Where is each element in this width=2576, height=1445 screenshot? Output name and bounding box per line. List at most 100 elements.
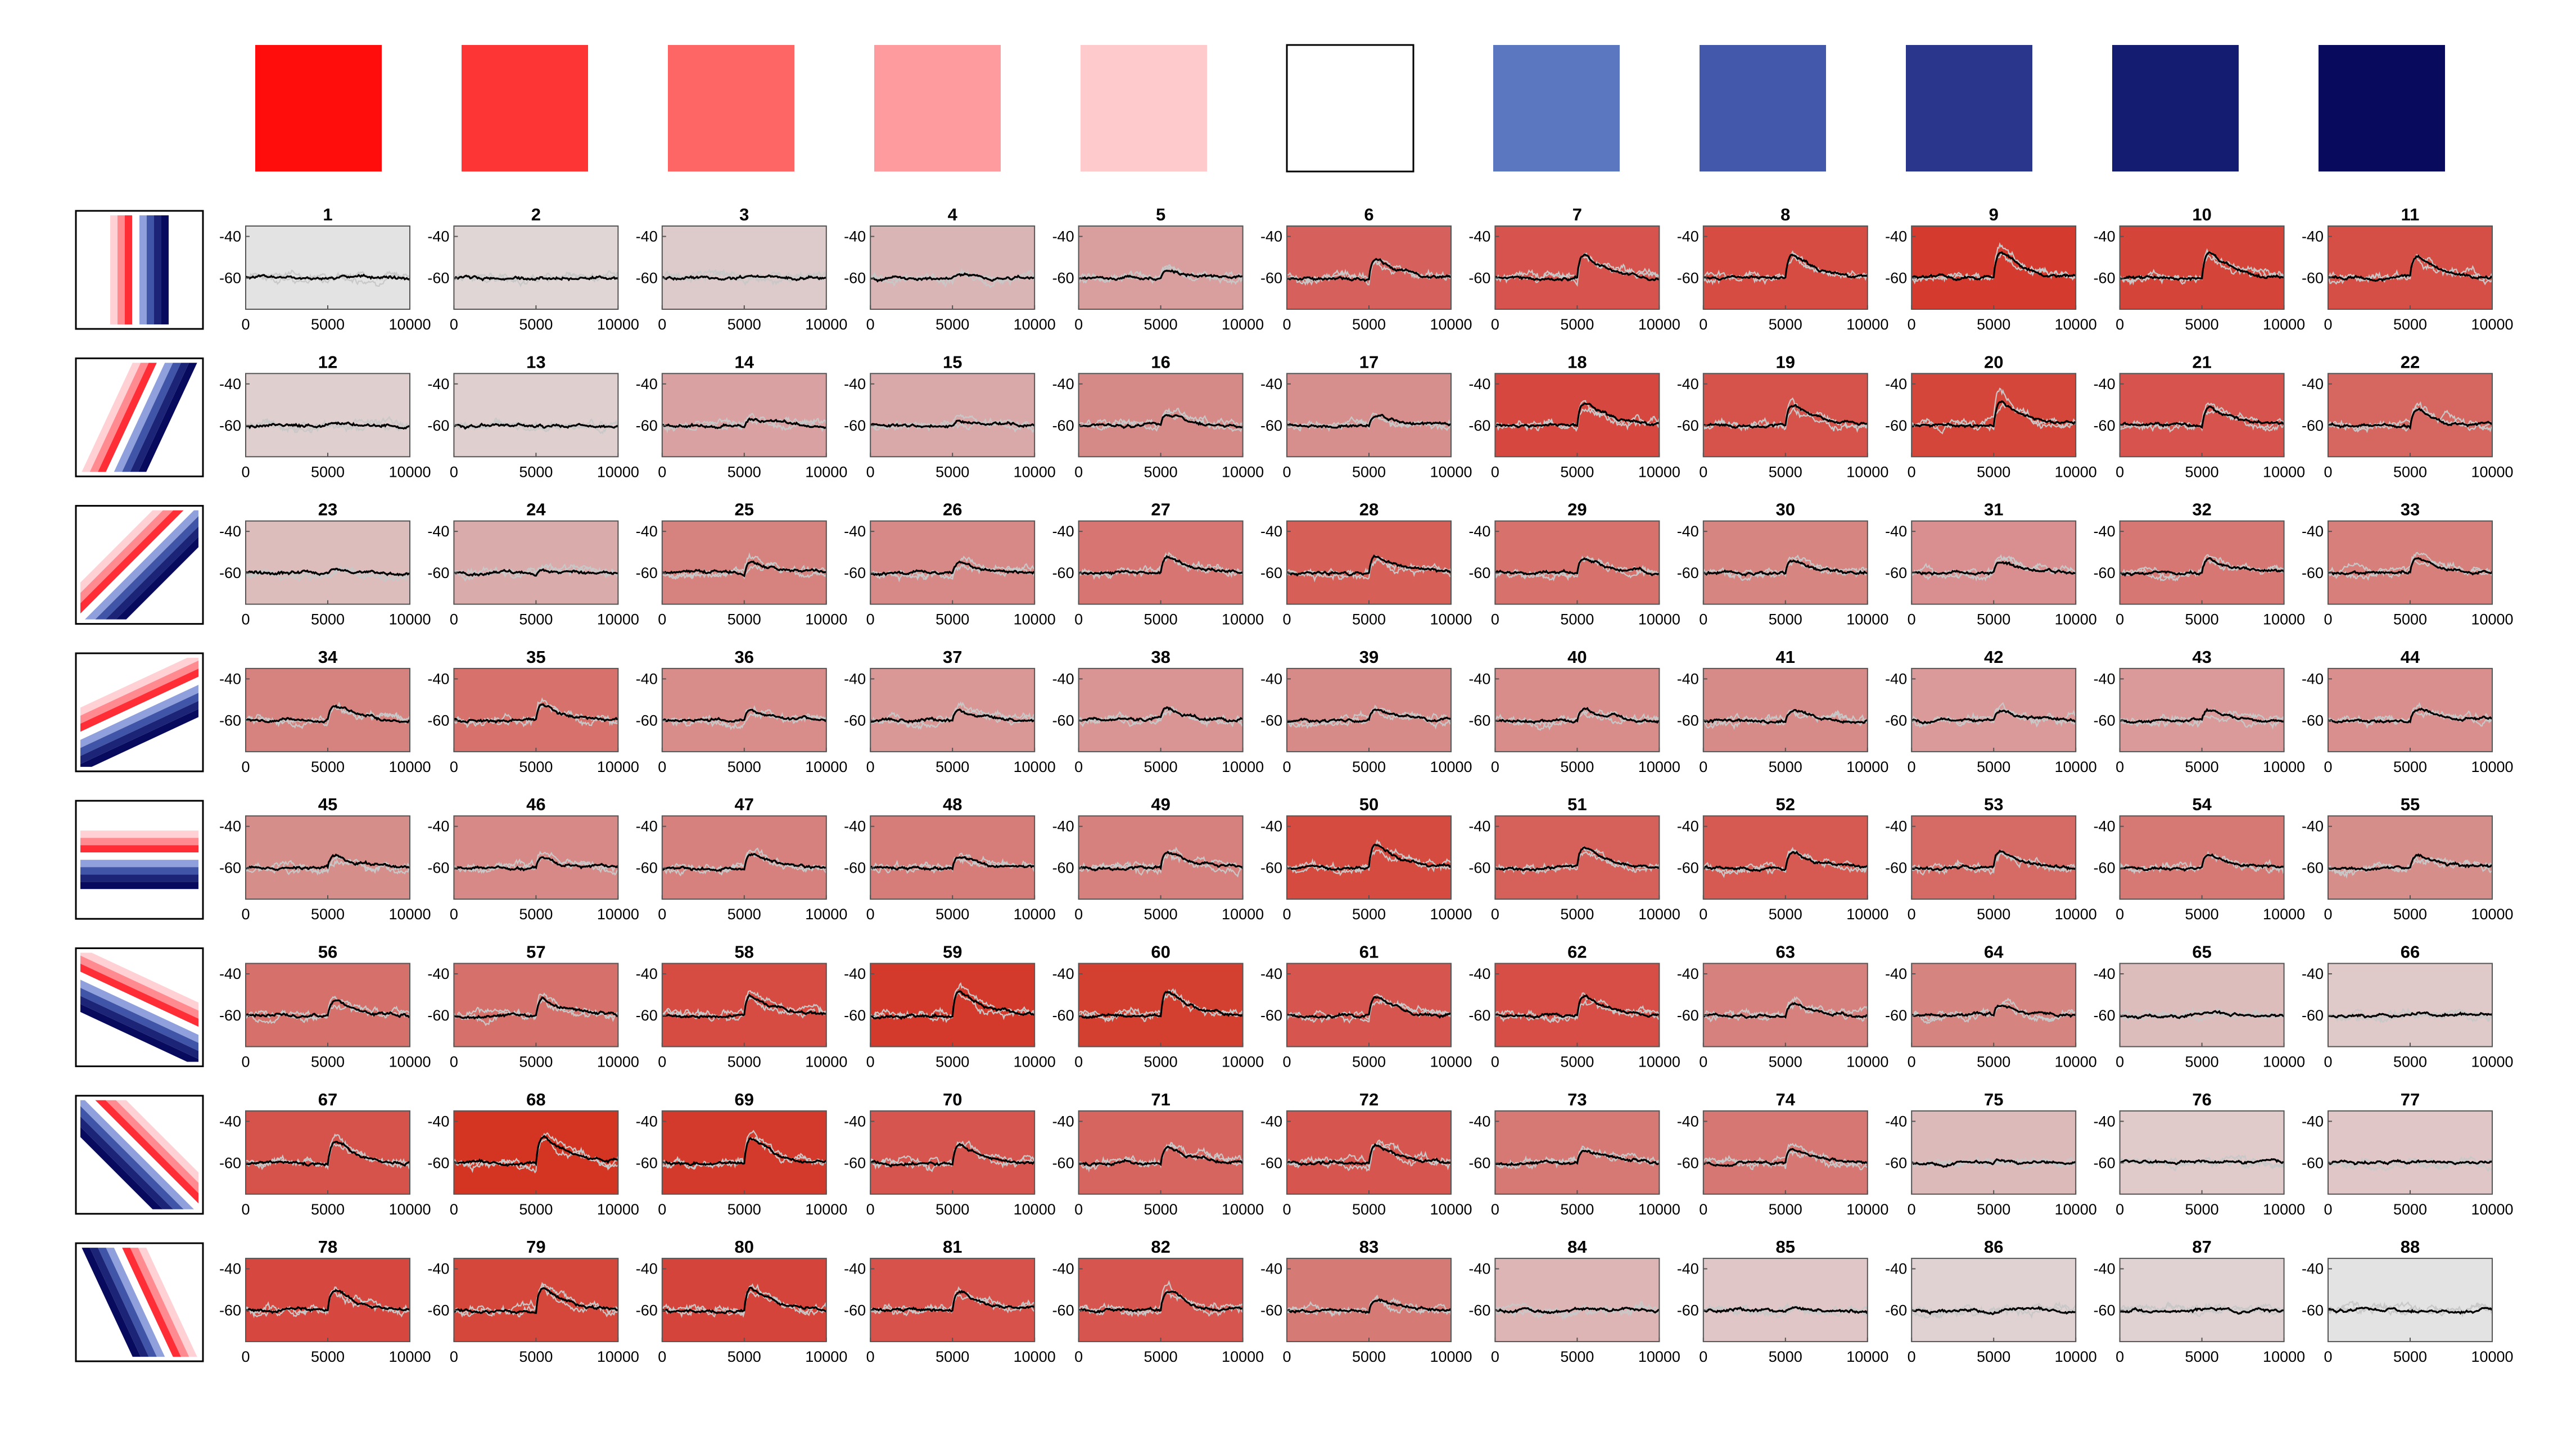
panel-background xyxy=(662,521,826,604)
x-tick-label: 10000 xyxy=(597,758,639,775)
y-tick-label: -60 xyxy=(1677,860,1699,877)
y-tick-label: -40 xyxy=(636,376,658,392)
x-tick-label: 5000 xyxy=(519,1348,553,1365)
x-tick-label: 0 xyxy=(1699,758,1707,775)
y-tick-label: -60 xyxy=(2094,270,2116,287)
y-tick-label: -60 xyxy=(2302,565,2324,581)
trial-trace xyxy=(246,565,410,582)
x-tick-label: 0 xyxy=(241,1348,250,1365)
x-tick-label: 5000 xyxy=(936,611,969,628)
panel-74: 74 -40 -60 0 5000 10000 xyxy=(1677,1090,1889,1218)
x-tick-label: 0 xyxy=(1699,316,1707,333)
color-swatch-2 xyxy=(462,45,588,171)
y-tick-label: -60 xyxy=(427,1154,449,1171)
panel-title: 63 xyxy=(1776,942,1795,962)
y-tick-label: -40 xyxy=(2302,670,2324,687)
mean-trace xyxy=(1078,990,1243,1019)
panel-title: 41 xyxy=(1776,647,1795,667)
y-tick-label: -60 xyxy=(1677,417,1699,434)
x-tick-label: 0 xyxy=(2324,758,2332,775)
y-tick-label: -60 xyxy=(1052,712,1074,729)
panel-background xyxy=(662,1258,826,1342)
mean-trace xyxy=(1287,996,1451,1019)
y-tick-label: -60 xyxy=(219,270,241,287)
color-swatch-8 xyxy=(1700,45,1826,171)
x-tick-label: 10000 xyxy=(1638,758,1680,775)
y-tick-label: -40 xyxy=(1885,965,1907,982)
x-tick-label: 5000 xyxy=(1769,1054,1802,1071)
mean-trace xyxy=(1078,269,1243,282)
mean-trace xyxy=(246,273,410,281)
mean-trace xyxy=(2328,1158,2492,1166)
x-tick-label: 0 xyxy=(1491,758,1499,775)
y-tick-label: -40 xyxy=(1885,523,1907,540)
x-tick-label: 10000 xyxy=(805,611,847,628)
stimulus-stripe xyxy=(80,967,198,1055)
x-tick-label: 5000 xyxy=(1977,316,2010,333)
y-tick-label: -40 xyxy=(1468,670,1490,687)
stimulus-stripe xyxy=(82,1100,198,1209)
color-swatch-4 xyxy=(874,45,1001,171)
x-tick-label: 0 xyxy=(1282,906,1291,923)
x-tick-label: 5000 xyxy=(1560,1054,1594,1071)
panel-title: 50 xyxy=(1359,794,1379,814)
x-tick-label: 10000 xyxy=(1014,1348,1056,1365)
x-tick-label: 5000 xyxy=(1977,611,2010,628)
y-tick-label: -40 xyxy=(1677,1113,1699,1130)
x-tick-label: 0 xyxy=(450,1348,458,1365)
y-tick-label: -40 xyxy=(1052,1261,1074,1277)
x-tick-label: 0 xyxy=(241,1201,250,1218)
y-tick-label: -60 xyxy=(427,860,449,877)
trial-trace xyxy=(2119,1006,2284,1021)
x-tick-label: 0 xyxy=(866,1201,875,1218)
panel-background xyxy=(662,816,826,900)
mean-trace xyxy=(2119,251,2284,282)
panel-17: 17 -40 -60 0 5000 10000 xyxy=(1260,352,1472,480)
mean-trace xyxy=(870,1143,1035,1168)
y-tick-label: -40 xyxy=(1885,228,1907,245)
y-tick-label: -40 xyxy=(844,670,866,687)
y-tick-label: -60 xyxy=(219,712,241,729)
panel-64: 64 -40 -60 0 5000 10000 xyxy=(1885,942,2097,1071)
y-tick-label: -40 xyxy=(2094,228,2116,245)
y-tick-label: -60 xyxy=(1468,860,1490,877)
mean-trace xyxy=(454,568,618,577)
y-tick-label: -60 xyxy=(1260,1154,1282,1171)
x-tick-label: 0 xyxy=(2116,758,2124,775)
panel-title: 33 xyxy=(2401,500,2420,520)
x-tick-label: 0 xyxy=(2116,463,2124,480)
mean-trace xyxy=(662,417,826,430)
panel-title: 61 xyxy=(1359,942,1379,962)
y-tick-label: -40 xyxy=(2094,670,2116,687)
y-tick-label: -60 xyxy=(2094,860,2116,877)
mean-trace xyxy=(454,274,618,282)
panel-53: 53 -40 -60 0 5000 10000 xyxy=(1885,794,2097,923)
x-tick-label: 5000 xyxy=(2185,611,2219,628)
mean-trace xyxy=(1287,258,1451,282)
x-tick-label: 0 xyxy=(1699,906,1707,923)
panel-29: 29 -40 -60 0 5000 10000 xyxy=(1468,500,1680,628)
panel-1: 1 -40 -60 0 5000 10000 xyxy=(219,205,431,333)
panel-background xyxy=(2328,963,2492,1047)
panel-title: 29 xyxy=(1567,500,1587,520)
trial-trace xyxy=(1495,997,1660,1023)
x-tick-label: 10000 xyxy=(2471,316,2513,333)
panel-title: 88 xyxy=(2401,1237,2420,1257)
panel-title: 58 xyxy=(735,942,754,962)
x-tick-label: 5000 xyxy=(936,1348,969,1365)
panel-title: 53 xyxy=(1984,794,2003,814)
stimulus-stripe xyxy=(80,952,198,1035)
mean-trace xyxy=(2328,1306,2492,1315)
panel-46: 46 -40 -60 0 5000 10000 xyxy=(427,794,639,923)
mean-trace xyxy=(870,990,1035,1020)
panel-background xyxy=(1703,668,1868,752)
stimulus-icon-steep-left xyxy=(75,1242,204,1362)
panel-title: 79 xyxy=(526,1237,545,1257)
y-tick-label: -60 xyxy=(1052,565,1074,581)
x-tick-label: 0 xyxy=(866,463,875,480)
panel-background xyxy=(454,521,618,604)
mean-trace xyxy=(1703,404,1868,430)
panel-75: 75 -40 -60 0 5000 10000 xyxy=(1885,1090,2097,1218)
panel-title: 12 xyxy=(318,352,337,372)
panel-background xyxy=(454,816,618,900)
